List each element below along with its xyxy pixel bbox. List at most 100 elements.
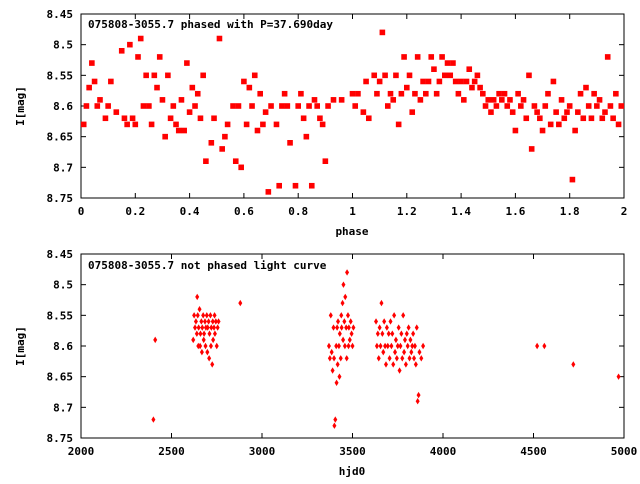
data-point xyxy=(344,324,349,331)
data-point xyxy=(415,398,420,405)
data-point xyxy=(610,115,616,122)
data-point xyxy=(558,97,565,103)
data-point xyxy=(388,318,393,325)
y-tick-label: 8.65 xyxy=(47,131,74,144)
data-point xyxy=(542,103,549,109)
data-point xyxy=(165,72,171,79)
data-point xyxy=(406,72,413,79)
data-point xyxy=(419,355,424,362)
data-point xyxy=(616,373,621,380)
data-point xyxy=(501,90,508,97)
data-point xyxy=(337,330,342,337)
data-point xyxy=(417,97,424,103)
x-tick-label: 1.6 xyxy=(505,205,525,218)
data-point xyxy=(393,72,399,79)
data-point xyxy=(421,342,426,350)
data-point xyxy=(224,121,231,128)
data-point xyxy=(333,416,338,423)
data-point xyxy=(531,103,538,109)
data-point xyxy=(535,342,540,350)
data-point xyxy=(214,342,219,350)
data-point xyxy=(477,84,483,91)
data-point xyxy=(311,97,318,103)
data-point xyxy=(401,54,407,60)
y-tick-label: 8.55 xyxy=(47,69,74,82)
data-point xyxy=(262,109,269,115)
data-point xyxy=(394,355,399,362)
y-axis-label: I[mag] xyxy=(14,86,27,126)
y-axis-ticks: 8.45 8.5 8.55 8.6 8.65 8.7 8.75 xyxy=(47,8,624,205)
data-point xyxy=(496,90,502,97)
y-tick-label: 8.5 xyxy=(53,39,73,52)
data-point xyxy=(363,78,369,85)
x-tick-label: 1.2 xyxy=(397,205,417,218)
y-tick-label: 8.75 xyxy=(47,192,74,205)
data-point xyxy=(207,355,212,362)
data-point xyxy=(295,103,301,109)
data-point xyxy=(378,342,383,350)
data-point xyxy=(204,312,209,319)
data-point xyxy=(199,318,204,325)
data-point xyxy=(341,336,346,344)
data-point xyxy=(159,97,166,103)
x-tick-label: 0.2 xyxy=(125,205,145,218)
data-point xyxy=(124,121,130,128)
data-point xyxy=(395,121,402,128)
data-point xyxy=(387,355,392,362)
data-point xyxy=(319,121,326,128)
data-point xyxy=(344,355,349,362)
data-point xyxy=(203,158,209,164)
data-point xyxy=(94,103,101,109)
data-point xyxy=(330,367,335,374)
unphased-light-curve-panel: 075808-3055.7 not phased light curve hjd… xyxy=(14,248,637,478)
data-point xyxy=(403,361,408,368)
data-point xyxy=(575,109,581,115)
data-point xyxy=(197,306,202,313)
data-point xyxy=(386,330,391,337)
data-point xyxy=(471,78,478,85)
data-point xyxy=(198,342,203,350)
data-point xyxy=(383,361,388,368)
data-point xyxy=(192,312,197,319)
data-point xyxy=(314,103,321,109)
data-point xyxy=(550,78,557,85)
data-point xyxy=(564,109,570,115)
data-point xyxy=(238,299,243,307)
y-tick-label: 8.7 xyxy=(53,401,73,414)
data-point xyxy=(80,121,87,128)
data-point xyxy=(409,348,414,356)
data-point xyxy=(201,312,206,319)
data-point xyxy=(523,115,530,122)
phased-light-curve-panel: 075808-3055.7 phased with P=37.690day ph… xyxy=(14,8,627,238)
data-point xyxy=(332,355,337,362)
data-point xyxy=(246,84,253,91)
data-point xyxy=(604,54,611,60)
data-point xyxy=(569,176,576,183)
data-point xyxy=(613,90,619,97)
data-point xyxy=(518,103,524,109)
data-point xyxy=(212,312,217,319)
data-point xyxy=(193,324,198,331)
data-point xyxy=(545,90,551,97)
data-point xyxy=(153,336,158,344)
data-point xyxy=(230,103,236,109)
data-point xyxy=(390,330,395,337)
data-point xyxy=(413,361,418,368)
data-point xyxy=(526,72,532,79)
data-point xyxy=(265,189,272,195)
data-point xyxy=(338,97,345,103)
data-point xyxy=(212,330,217,337)
data-point xyxy=(336,342,341,350)
data-point xyxy=(382,72,388,79)
data-point xyxy=(401,312,406,319)
data-point xyxy=(572,127,578,134)
data-point xyxy=(189,84,196,91)
data-point xyxy=(499,97,505,103)
x-axis-label: phase xyxy=(335,225,368,238)
data-point xyxy=(195,293,200,301)
data-point xyxy=(431,66,437,72)
data-point xyxy=(203,342,208,350)
data-point xyxy=(303,133,310,140)
